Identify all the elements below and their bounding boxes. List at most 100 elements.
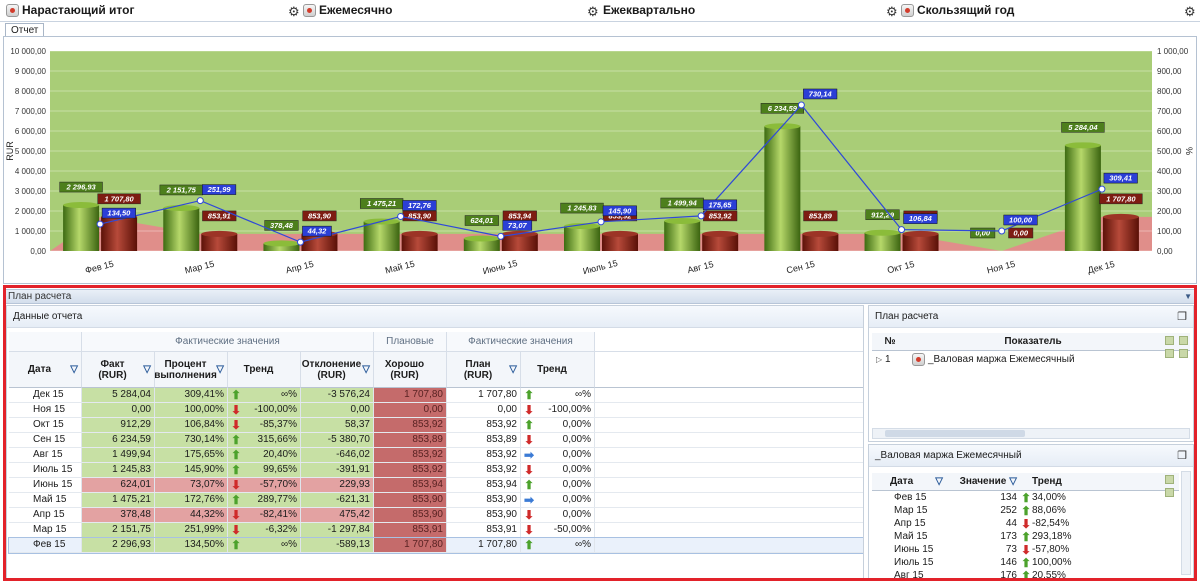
vertical-scrollbar[interactable] (1181, 471, 1191, 575)
column-header[interactable]: Факт (RUR) ▽ (82, 352, 155, 388)
percent-label-box (903, 213, 938, 224)
cell-good: 853,92 (412, 449, 443, 460)
expand-icon[interactable] (1165, 475, 1174, 484)
expand-icon[interactable] (1179, 349, 1188, 358)
cell-plan: 0,00 (497, 404, 517, 415)
table-row[interactable]: Авг 15 1 499,94 175,65% ⬆ 20,40% -646,02 853,9… (9, 448, 863, 463)
table-row[interactable]: ▷ 1 _Валовая маржа Ежемесячный (876, 353, 1075, 366)
filter-icon[interactable]: ▽ (1009, 476, 1017, 487)
plan-section-header[interactable]: План расчета ▼ (3, 289, 1197, 304)
report-icon (6, 3, 19, 17)
x-tick-label: Июль 15 (582, 258, 619, 276)
report-grid: Фактические значения Плановые значе Факт… (8, 332, 863, 554)
percent-point (96, 220, 104, 228)
list-item[interactable]: Фев 15 134 ⬆ 34,00% (872, 491, 1179, 504)
table-row[interactable]: Мар 15 2 151,75 251,99% ⬇ -6,32% -1 297,84 853… (9, 523, 863, 538)
column-header[interactable]: Процент выполнения ▽ (154, 352, 228, 388)
horizontal-scrollbar[interactable] (872, 428, 1190, 439)
table-row[interactable]: Фев 15 2 296,93 134,50% ⬆ ∞% -589,13 1 707,80 1… (8, 537, 863, 554)
cell-trend: 99,65% (263, 464, 297, 475)
table-row[interactable]: Окт 15 912,29 106,84% ⬇ -85,37% 58,37 853,92 85… (9, 418, 863, 433)
list-item[interactable]: Июнь 15 73 ⬇ -57,80% (872, 543, 1179, 556)
combo-chart: 0,00 1 000,00 2 000,00 3 000,00 4 000,00 5 00… (5, 47, 1194, 276)
cell-plan: 853,90 (486, 494, 517, 505)
cell-plan: 853,92 (486, 419, 517, 430)
gear-icon[interactable]: ⚙ (587, 4, 599, 19)
bar-plan (702, 233, 739, 251)
list-item[interactable]: Апр 15 44 ⬇ -82,54% (872, 517, 1179, 530)
list-item[interactable]: Авг 15 176 ⬆ 20,55% (872, 569, 1179, 580)
filter-icon[interactable]: ▽ (935, 476, 943, 487)
maximize-icon[interactable]: ❐ (1177, 311, 1187, 323)
cell-deviation: -1 297,84 (327, 524, 370, 535)
y-tick-label: 5 000,00 (15, 147, 47, 156)
list-item[interactable]: Мар 15 252 ⬆ 88,06% (872, 504, 1179, 517)
expand-icon[interactable] (1179, 336, 1188, 345)
expand-icon[interactable] (1165, 336, 1174, 345)
gear-icon[interactable]: ⚙ (1184, 4, 1196, 19)
chart-panel: 0,00 1 000,00 2 000,00 3 000,00 4 000,00 5 00… (3, 36, 1197, 284)
bar-fact-label-box (970, 227, 996, 239)
trend-up-icon: ⬆ (230, 433, 242, 447)
percent-label: 730,14 (809, 89, 833, 98)
expand-row-icon[interactable]: ▷ (876, 355, 883, 364)
cell-fact: 0,00 (131, 404, 151, 415)
tab-cumulative[interactable]: Нарастающий итог (6, 3, 134, 17)
report-icon (303, 3, 316, 17)
expand-icon[interactable] (1165, 488, 1174, 497)
view-tabs: Нарастающий итог ⚙ Ежемесячно ⚙ Ежекварт… (0, 0, 1200, 22)
column-header[interactable]: Отклонение (RUR) ▽ (301, 352, 374, 388)
tab-monthly[interactable]: Ежемесячно (303, 3, 392, 17)
expand-icon[interactable] (1165, 349, 1174, 358)
table-row[interactable]: Сен 15 6 234,59 730,14% ⬆ 315,66% -5 380,70 85… (9, 433, 863, 448)
y2-tick-label: 600,00 (1157, 127, 1182, 136)
percent-label: 134,50 (107, 209, 131, 218)
tab-rolling-year[interactable]: Скользящий год (901, 3, 1014, 17)
trend-down-icon: ⬇ (1020, 516, 1032, 531)
column-header[interactable]: Дата ▽ (9, 352, 82, 388)
report-tab[interactable]: Отчет (5, 23, 45, 37)
cell-plan: 853,92 (486, 464, 517, 475)
y-tick-label: 4 000,00 (15, 167, 47, 176)
bar-fact-label: 6 234,59 (768, 104, 798, 113)
column-header[interactable]: План (RUR) ▽ (447, 352, 521, 388)
tab-quarterly[interactable]: Ежеквартально (603, 3, 696, 17)
percent-point (797, 101, 805, 109)
filter-icon[interactable]: ▽ (70, 364, 78, 375)
cell-percent: 309,41% (184, 389, 224, 400)
table-row[interactable]: Май 15 1 475,21 172,76% ⬆ 289,77% -621,31 853,… (9, 493, 863, 508)
y-axis-label: RUR (5, 141, 15, 161)
cell-good: 853,94 (412, 479, 443, 490)
maximize-icon[interactable]: ❐ (1177, 450, 1187, 462)
bar-plan (802, 233, 839, 251)
collapse-icon[interactable]: ▼ (1184, 292, 1192, 301)
cell-trend: -57,80% (1032, 544, 1070, 555)
cell-date: Мар 15 (33, 524, 67, 535)
filter-icon[interactable]: ▽ (509, 364, 517, 375)
x-tick-label: Мар 15 (184, 259, 216, 276)
cell-plan: 853,90 (486, 509, 517, 520)
cell-trend: -6,32% (265, 524, 297, 535)
list-item[interactable]: Июль 15 146 ⬆ 100,00% (872, 556, 1179, 569)
bar-fact-label: 2 151,75 (166, 185, 197, 194)
percent-point (196, 197, 204, 205)
cell-trend: 34,00% (1032, 492, 1066, 503)
gear-icon[interactable]: ⚙ (288, 4, 300, 19)
column-header[interactable]: Хорошо (RUR) (374, 352, 447, 388)
table-row[interactable]: Апр 15 378,48 44,32% ⬇ -82,41% 475,42 853,90 85… (9, 508, 863, 523)
bar-fact-label: 0,00 (975, 229, 990, 238)
column-header[interactable]: Тренд (521, 352, 595, 388)
gear-icon[interactable]: ⚙ (886, 4, 898, 19)
y2-tick-label: 800,00 (1157, 87, 1182, 96)
filter-icon[interactable]: ▽ (143, 364, 151, 375)
list-item[interactable]: Май 15 173 ⬆ 293,18% (872, 530, 1179, 543)
table-row[interactable]: Июнь 15 624,01 73,07% ⬇ -57,70% 229,93 853,94 8… (9, 478, 863, 493)
table-row[interactable]: Ноя 15 0,00 100,00% ⬇ -100,00% 0,00 0,00 0,00 ⬇ -… (9, 403, 863, 418)
table-row[interactable]: Июль 15 1 245,83 145,90% ⬆ 99,65% -391,91 853,… (9, 463, 863, 478)
column-header[interactable]: Тренд (228, 352, 301, 388)
filter-icon[interactable]: ▽ (216, 364, 224, 375)
cell-percent: 251,99% (184, 524, 224, 535)
percent-label-box (602, 205, 637, 217)
filter-icon[interactable]: ▽ (362, 364, 370, 375)
table-row[interactable]: Дек 15 5 284,04 309,41% ⬆ ∞% -3 576,24 1 707,8… (9, 388, 863, 403)
